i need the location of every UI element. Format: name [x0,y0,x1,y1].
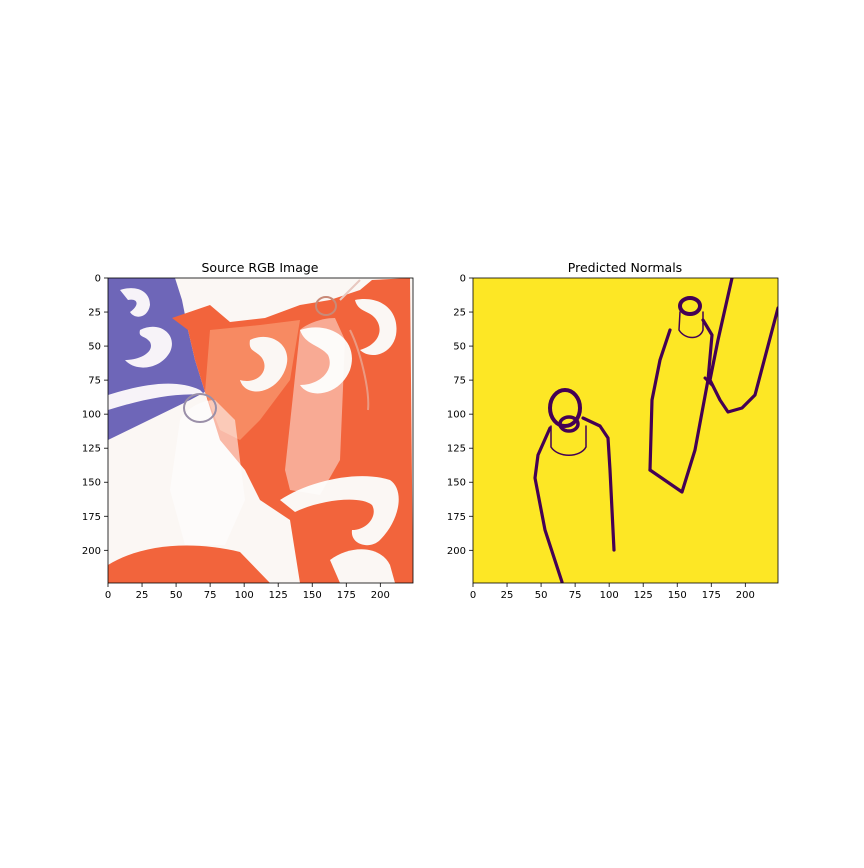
normals-image [473,278,778,583]
normals-ytick-label: 100 [447,410,466,421]
normals-xtick-label: 50 [535,590,548,601]
normals-ytick-label: 25 [453,308,466,319]
source-xtick-label: 0 [105,590,111,601]
normals-xtick-label: 125 [634,590,653,601]
source-axis-ticks: 0 0 25 25 50 50 75 75 100 100 125 125 150 150 175 175 20… [82,274,390,602]
normals-axis-ticks: 0 0 25 25 50 50 75 75 100 100 125 125 150 150 175 175 20… [447,274,755,602]
source-axes-frame [107,277,414,584]
source-ytick-label: 150 [82,478,101,489]
normals-axes-frame [472,277,779,584]
normals-ytick-label: 50 [453,342,466,353]
normals-ytick-label: 175 [447,512,466,523]
normals-xtick-label: 200 [736,590,755,601]
normals-ytick-label: 125 [447,444,466,455]
source-panel-title: Source RGB Image [202,260,319,275]
normals-panel-title: Predicted Normals [568,260,682,275]
normals-xtick-label: 75 [569,590,582,601]
source-xtick-label: 25 [136,590,149,601]
source-ytick-label: 125 [82,444,101,455]
source-ytick-label: 0 [95,274,101,285]
normals-xtick-label: 100 [600,590,619,601]
source-xtick-label: 125 [269,590,288,601]
source-ytick-label: 100 [82,410,101,421]
normals-ytick-label: 75 [453,376,466,387]
source-ytick-label: 75 [88,376,101,387]
source-xtick-label: 75 [204,590,217,601]
normals-xtick-label: 175 [702,590,721,601]
source-panel: Source RGB Image [82,260,414,602]
source-xtick-label: 150 [303,590,322,601]
source-xtick-label: 200 [371,590,390,601]
source-ytick-label: 175 [82,512,101,523]
source-xtick-label: 100 [235,590,254,601]
source-xtick-label: 175 [337,590,356,601]
normals-ytick-label: 200 [447,546,466,557]
normals-ytick-label: 0 [460,274,466,285]
normals-xtick-label: 150 [668,590,687,601]
normals-ytick-label: 150 [447,478,466,489]
source-xtick-label: 50 [170,590,183,601]
normals-xtick-label: 0 [470,590,476,601]
normals-xtick-label: 25 [501,590,514,601]
source-ytick-label: 200 [82,546,101,557]
source-ytick-label: 25 [88,308,101,319]
source-image [108,278,413,583]
source-ytick-label: 50 [88,342,101,353]
